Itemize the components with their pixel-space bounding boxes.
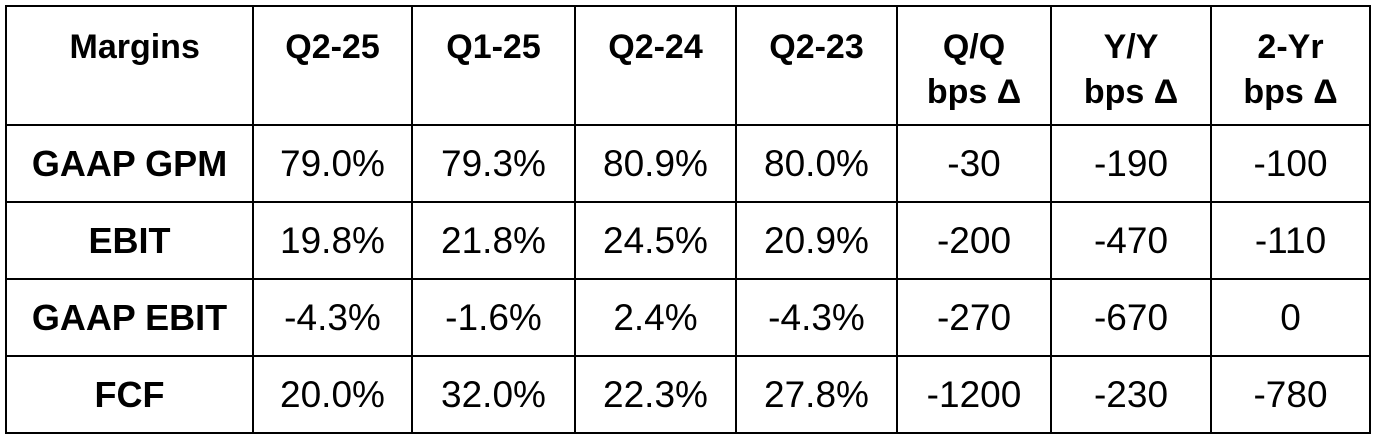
cell: 79.3% — [411, 124, 576, 203]
header-cell: Q2-23 — [735, 5, 898, 126]
table-row: GAAP EBIT -4.3% -1.6% 2.4% -4.3% -270 -670 0 — [5, 278, 1371, 357]
row-label: GAAP GPM — [5, 124, 254, 203]
cell: -780 — [1210, 355, 1371, 434]
row-label: FCF — [5, 355, 254, 434]
cell: 79.0% — [252, 124, 413, 203]
header-row: Margins Q2-25 Q1-25 Q2-24 Q2-23 Q/Q bps Δ Y/Y … — [5, 5, 1371, 126]
cell: -190 — [1050, 124, 1212, 203]
table-body: GAAP GPM 79.0% 79.3% 80.9% 80.0% -30 -190 -100 E… — [5, 124, 1371, 434]
cell: 20.9% — [735, 201, 898, 280]
cell: 0 — [1210, 278, 1371, 357]
header-cell: Q1-25 — [411, 5, 576, 126]
cell: -1200 — [896, 355, 1052, 434]
header-text: Y/Y bps Δ — [1083, 28, 1179, 111]
table-row: EBIT 19.8% 21.8% 24.5% 20.9% -200 -470 -110 — [5, 201, 1371, 280]
cell: -670 — [1050, 278, 1212, 357]
table-row: GAAP GPM 79.0% 79.3% 80.9% 80.0% -30 -190 -100 — [5, 124, 1371, 203]
cell: 24.5% — [574, 201, 737, 280]
header-cell: Q2-25 — [252, 5, 413, 126]
cell: -110 — [1210, 201, 1371, 280]
header-text: Q2-24 — [608, 28, 703, 66]
cell: 19.8% — [252, 201, 413, 280]
header-cell: 2-Yr bps Δ — [1210, 5, 1371, 126]
header-cell: Y/Y bps Δ — [1050, 5, 1212, 126]
cell: -270 — [896, 278, 1052, 357]
cell: 22.3% — [574, 355, 737, 434]
cell: -230 — [1050, 355, 1212, 434]
row-label: EBIT — [5, 201, 254, 280]
header-text: Q/Q bps Δ — [926, 28, 1022, 111]
header-cell: Margins — [5, 5, 254, 126]
margins-table: Margins Q2-25 Q1-25 Q2-24 Q2-23 Q/Q bps Δ Y/Y … — [5, 5, 1371, 434]
header-text: Margins — [69, 28, 200, 66]
row-label: GAAP EBIT — [5, 278, 254, 357]
header-cell: Q/Q bps Δ — [896, 5, 1052, 126]
cell: -30 — [896, 124, 1052, 203]
cell: 80.0% — [735, 124, 898, 203]
cell: -100 — [1210, 124, 1371, 203]
cell: 20.0% — [252, 355, 413, 434]
header-text: 2-Yr bps Δ — [1243, 28, 1338, 111]
table-row: FCF 20.0% 32.0% 22.3% 27.8% -1200 -230 -780 — [5, 355, 1371, 434]
header-text: Q2-25 — [285, 28, 380, 66]
cell: 27.8% — [735, 355, 898, 434]
cell: -4.3% — [252, 278, 413, 357]
cell: -200 — [896, 201, 1052, 280]
cell: 80.9% — [574, 124, 737, 203]
cell: 32.0% — [411, 355, 576, 434]
cell: -470 — [1050, 201, 1212, 280]
cell: -1.6% — [411, 278, 576, 357]
header-cell: Q2-24 — [574, 5, 737, 126]
header-text: Q2-23 — [769, 28, 864, 66]
cell: 2.4% — [574, 278, 737, 357]
cell: 21.8% — [411, 201, 576, 280]
cell: -4.3% — [735, 278, 898, 357]
header-text: Q1-25 — [446, 28, 541, 66]
